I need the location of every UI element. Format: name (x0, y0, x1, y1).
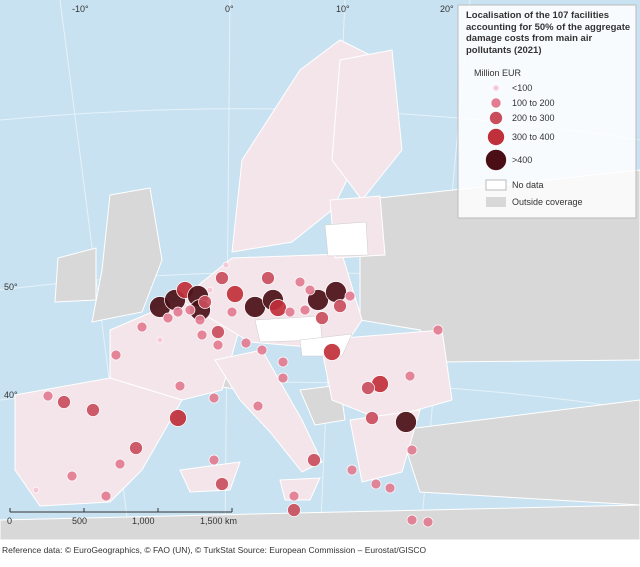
legend-label: 200 to 300 (512, 113, 555, 123)
scale-label: 1,500 km (200, 516, 237, 526)
facility (32, 486, 40, 494)
facility (277, 372, 289, 384)
facility (66, 470, 78, 482)
facility (284, 306, 296, 318)
graticule-label: 20° (440, 4, 454, 14)
scale-label: 500 (72, 516, 87, 526)
legend-title-wrap: Localisation of the 107 facilities accou… (466, 10, 631, 56)
facility (287, 503, 301, 517)
legend-swatch (486, 197, 506, 207)
facility (323, 343, 341, 361)
facility (42, 390, 54, 402)
legend-label: Outside coverage (512, 197, 583, 207)
facility (256, 344, 268, 356)
facility (432, 324, 444, 336)
facility (333, 299, 347, 313)
facility (261, 271, 275, 285)
facility (307, 453, 321, 467)
legend-label: No data (512, 180, 544, 190)
facility (422, 516, 434, 528)
facility (184, 304, 196, 316)
graticule-label: 0° (225, 4, 234, 14)
facility (269, 299, 287, 317)
facility (100, 490, 112, 502)
facility (110, 349, 122, 361)
facility (240, 337, 252, 349)
facility (222, 261, 230, 269)
legend-title: Localisation of the 107 facilities accou… (466, 10, 631, 56)
legend-label: >400 (512, 155, 532, 165)
graticule-label: -10° (72, 4, 89, 14)
facility (169, 409, 187, 427)
facility (370, 478, 382, 490)
facility (288, 490, 300, 502)
facility (212, 339, 224, 351)
legend-label: 300 to 400 (512, 132, 555, 142)
facility (344, 290, 356, 302)
facility (114, 458, 126, 470)
facility (406, 514, 418, 526)
scale-label: 1,000 (132, 516, 155, 526)
legend-unit: Million EUR (474, 68, 522, 78)
facility (365, 411, 379, 425)
facility (406, 444, 418, 456)
facility (404, 370, 416, 382)
facility (226, 306, 238, 318)
facility (346, 464, 358, 476)
graticule-label: 10° (336, 4, 350, 14)
facility (196, 329, 208, 341)
legend-label: 100 to 200 (512, 98, 555, 108)
countries (0, 39, 640, 541)
legend-label: <100 (512, 83, 532, 93)
legend-symbol (490, 97, 502, 109)
facility (277, 356, 289, 368)
facility (86, 403, 100, 417)
facility (136, 321, 148, 333)
facility (299, 304, 311, 316)
facility (208, 454, 220, 466)
footer: Reference data: © EuroGeographics, © FAO… (2, 545, 427, 555)
facility (206, 286, 214, 294)
facility (395, 411, 417, 433)
graticule-label: 40° (4, 390, 18, 400)
facility (384, 482, 396, 494)
legend-symbol (487, 128, 505, 146)
legend-symbol (485, 149, 507, 171)
legend-symbol (492, 84, 500, 92)
facility (294, 276, 306, 288)
facility (208, 392, 220, 404)
facility (252, 400, 264, 412)
facility (361, 381, 375, 395)
facility (198, 295, 212, 309)
facility (174, 380, 186, 392)
facility (325, 281, 347, 303)
facility (194, 314, 206, 326)
facility (211, 325, 225, 339)
facility (215, 477, 229, 491)
legend-swatch (485, 179, 507, 191)
scale-label: 0 (7, 516, 12, 526)
facility (304, 284, 316, 296)
facility (307, 289, 329, 311)
legend-symbol (489, 111, 503, 125)
facility (226, 285, 244, 303)
facility (57, 395, 71, 409)
scale-bar (9, 508, 233, 513)
facility (215, 271, 229, 285)
facility (129, 441, 143, 455)
facility (162, 312, 174, 324)
facility (172, 306, 184, 318)
facility (315, 311, 329, 325)
facility (156, 336, 164, 344)
graticule-label: 50° (4, 282, 18, 292)
